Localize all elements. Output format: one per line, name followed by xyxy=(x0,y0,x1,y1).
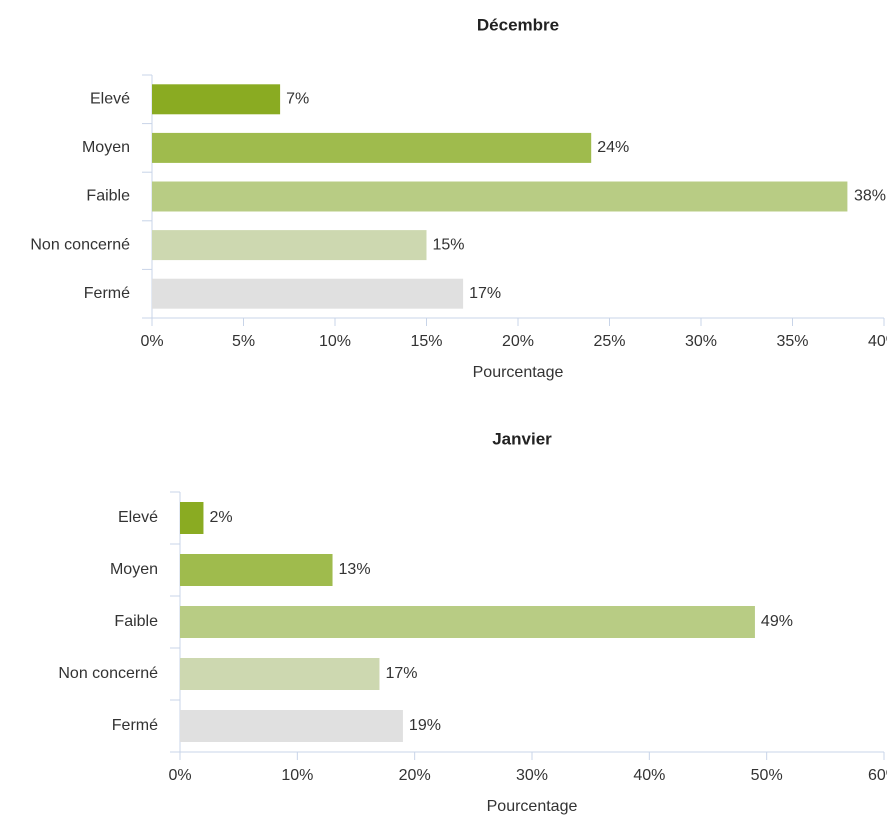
y-tick-label: Non concerné xyxy=(30,236,130,253)
x-tick-label: 15% xyxy=(410,333,442,350)
bar xyxy=(180,658,380,690)
chart-title: Décembre xyxy=(477,15,559,34)
bar xyxy=(180,710,403,742)
y-tick-label: Fermé xyxy=(112,717,158,734)
x-tick-label: 10% xyxy=(281,767,313,784)
x-axis-label: Pourcentage xyxy=(487,798,578,815)
x-axis-label: Pourcentage xyxy=(473,364,564,381)
x-tick-label: 60% xyxy=(868,767,887,784)
bar xyxy=(152,132,592,163)
bar xyxy=(152,181,848,212)
x-tick-label: 25% xyxy=(593,333,625,350)
chart-title: Janvier xyxy=(492,429,552,448)
x-tick-label: 30% xyxy=(685,333,717,350)
x-tick-label: 20% xyxy=(399,767,431,784)
bar xyxy=(180,502,204,534)
bar xyxy=(152,84,281,115)
y-tick-label: Faible xyxy=(114,613,158,630)
x-tick-label: 40% xyxy=(633,767,665,784)
y-tick-label: Moyen xyxy=(110,561,158,578)
x-tick-label: 50% xyxy=(751,767,783,784)
data-label: 13% xyxy=(339,561,371,578)
data-label: 2% xyxy=(209,509,232,526)
x-tick-label: 10% xyxy=(319,333,351,350)
y-tick-label: Faible xyxy=(86,188,130,205)
data-label: 38% xyxy=(854,188,886,205)
x-tick-label: 20% xyxy=(502,333,534,350)
data-label: 49% xyxy=(761,613,793,630)
x-tick-label: 35% xyxy=(776,333,808,350)
data-label: 7% xyxy=(286,91,309,108)
data-label: 17% xyxy=(469,285,501,302)
x-tick-label: 30% xyxy=(516,767,548,784)
bar xyxy=(180,606,755,638)
data-label: 24% xyxy=(597,139,629,156)
data-label: 17% xyxy=(385,665,417,682)
bar xyxy=(152,230,427,261)
bar xyxy=(152,278,464,309)
x-tick-label: 0% xyxy=(168,767,191,784)
y-tick-label: Elevé xyxy=(90,91,130,108)
data-label: 15% xyxy=(433,236,465,253)
y-tick-label: Fermé xyxy=(84,285,130,302)
data-label: 19% xyxy=(409,717,441,734)
x-tick-label: 40% xyxy=(868,333,887,350)
y-tick-label: Non concerné xyxy=(58,665,158,682)
y-tick-label: Moyen xyxy=(82,139,130,156)
x-tick-label: 0% xyxy=(140,333,163,350)
x-tick-label: 5% xyxy=(232,333,255,350)
y-tick-label: Elevé xyxy=(118,509,158,526)
bar xyxy=(180,554,333,586)
